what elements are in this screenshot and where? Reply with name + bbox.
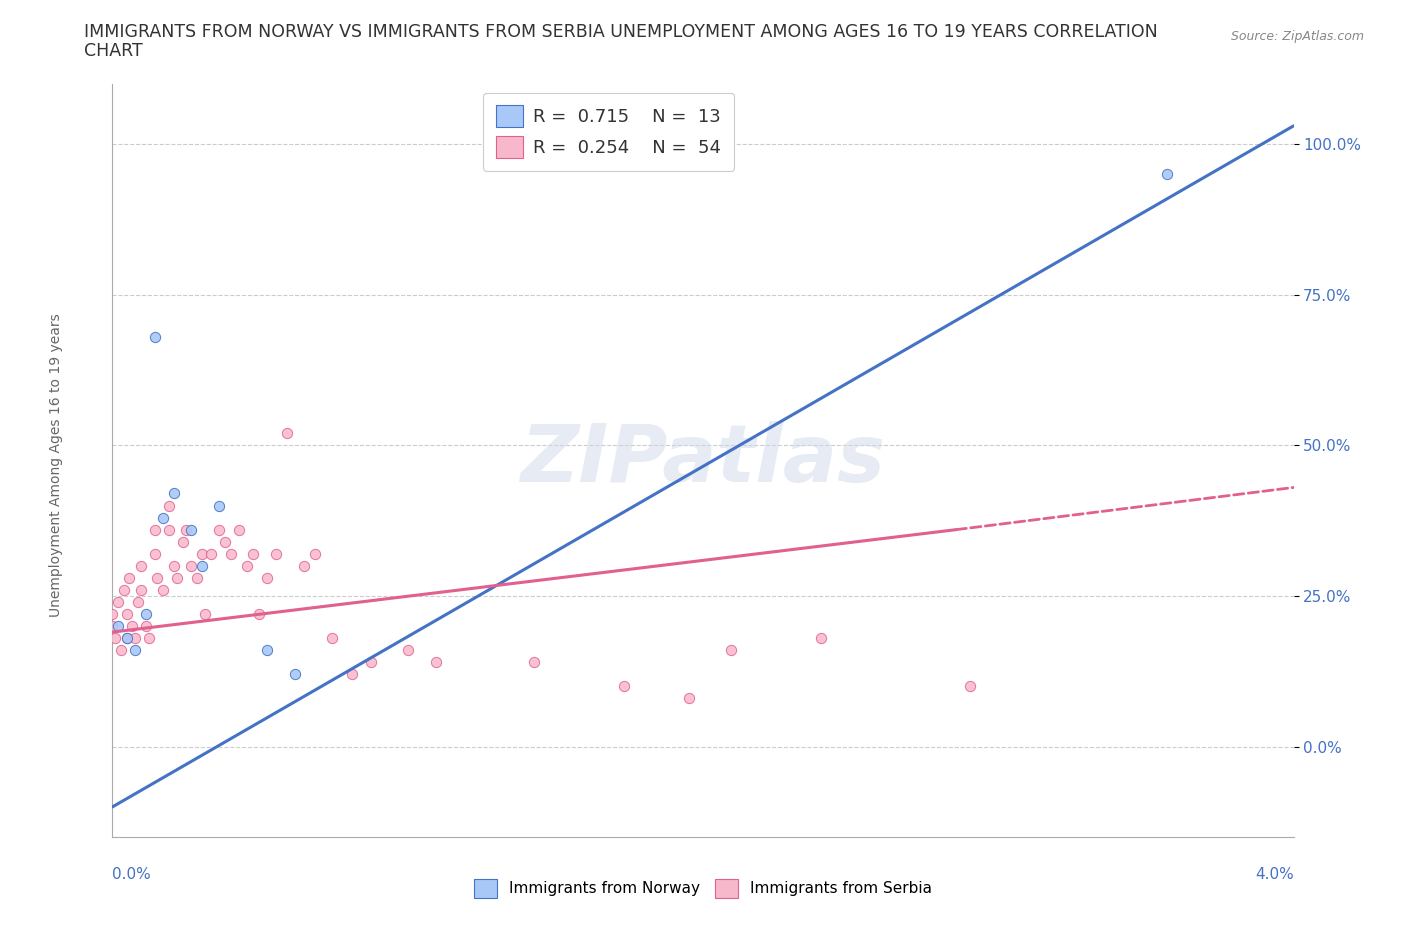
- Point: [112, 582, 135, 597]
- Point: [186, 570, 208, 585]
- Point: [200, 546, 222, 561]
- Point: [101, 618, 124, 633]
- Point: [124, 631, 146, 645]
- Point: [129, 558, 152, 573]
- Point: [143, 546, 166, 561]
- Legend: Immigrants from Norway, Immigrants from Serbia: Immigrants from Norway, Immigrants from …: [468, 873, 938, 904]
- Point: [304, 546, 326, 561]
- Point: [242, 546, 264, 561]
- Point: [163, 558, 186, 573]
- Point: [959, 679, 981, 694]
- Point: [284, 667, 307, 682]
- Point: [208, 523, 231, 538]
- Point: [1156, 166, 1178, 181]
- Point: [613, 679, 636, 694]
- Text: IMMIGRANTS FROM NORWAY VS IMMIGRANTS FROM SERBIA UNEMPLOYMENT AMONG AGES 16 TO 1: IMMIGRANTS FROM NORWAY VS IMMIGRANTS FRO…: [84, 23, 1159, 41]
- Point: [810, 631, 832, 645]
- Point: [208, 498, 231, 513]
- Point: [180, 523, 202, 538]
- Point: [152, 511, 174, 525]
- Point: [110, 643, 132, 658]
- Point: [143, 523, 166, 538]
- Point: [256, 643, 278, 658]
- Text: 0.0%: 0.0%: [112, 867, 152, 883]
- Point: [166, 570, 188, 585]
- Point: [191, 546, 214, 561]
- Point: [425, 655, 447, 670]
- Point: [276, 426, 298, 441]
- Point: [180, 558, 202, 573]
- Point: [143, 329, 166, 344]
- Point: [152, 582, 174, 597]
- Point: [157, 498, 180, 513]
- Point: [321, 631, 343, 645]
- Point: [118, 570, 141, 585]
- Point: [264, 546, 287, 561]
- Point: [104, 631, 127, 645]
- Point: [135, 618, 157, 633]
- Point: [174, 523, 197, 538]
- Point: [138, 631, 160, 645]
- Point: [523, 655, 546, 670]
- Point: [163, 486, 186, 501]
- Point: [107, 618, 129, 633]
- Point: [115, 631, 138, 645]
- Text: ZIPatlas: ZIPatlas: [520, 421, 886, 499]
- Point: [720, 643, 742, 658]
- Point: [115, 631, 138, 645]
- Point: [107, 594, 129, 609]
- Point: [124, 643, 146, 658]
- Point: [127, 594, 149, 609]
- Point: [236, 558, 259, 573]
- Point: [247, 606, 270, 621]
- Text: Source: ZipAtlas.com: Source: ZipAtlas.com: [1230, 30, 1364, 43]
- Point: [101, 606, 124, 621]
- Point: [157, 523, 180, 538]
- Point: [256, 570, 278, 585]
- Point: [194, 606, 217, 621]
- Point: [146, 570, 169, 585]
- Text: CHART: CHART: [84, 42, 143, 60]
- Point: [678, 691, 700, 706]
- Point: [214, 534, 236, 549]
- Point: [219, 546, 242, 561]
- Point: [396, 643, 419, 658]
- Point: [172, 534, 194, 549]
- Point: [135, 606, 157, 621]
- Legend: R =  0.715    N =  13, R =  0.254    N =  54: R = 0.715 N = 13, R = 0.254 N = 54: [482, 93, 734, 171]
- Point: [129, 582, 152, 597]
- Point: [228, 523, 250, 538]
- Point: [121, 618, 143, 633]
- Point: [292, 558, 315, 573]
- Point: [191, 558, 214, 573]
- Point: [115, 606, 138, 621]
- Point: [360, 655, 382, 670]
- Point: [340, 667, 363, 682]
- Text: 4.0%: 4.0%: [1254, 867, 1294, 883]
- Text: Unemployment Among Ages 16 to 19 years: Unemployment Among Ages 16 to 19 years: [49, 313, 63, 617]
